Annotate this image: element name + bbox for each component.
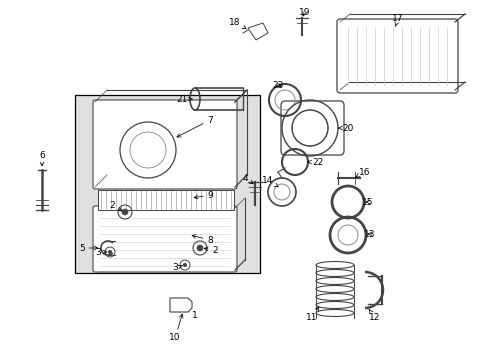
Circle shape [122, 209, 128, 215]
Bar [75, 95, 260, 273]
Text: 20: 20 [337, 123, 353, 132]
Text: 9: 9 [194, 190, 212, 199]
Text: 1: 1 [192, 310, 198, 320]
FancyBboxPatch shape [336, 19, 457, 93]
Text: 8: 8 [192, 235, 212, 244]
Bar [98, 190, 234, 210]
Text: 4: 4 [242, 174, 253, 184]
FancyBboxPatch shape [93, 100, 237, 189]
FancyBboxPatch shape [281, 101, 343, 155]
Text: 11: 11 [305, 307, 318, 323]
Text: 18: 18 [229, 18, 245, 29]
Text: 12: 12 [368, 310, 380, 323]
Text: 2: 2 [109, 201, 122, 211]
Text: 16: 16 [354, 167, 370, 177]
Circle shape [197, 245, 203, 251]
Circle shape [183, 263, 186, 267]
Text: 6: 6 [39, 150, 45, 166]
Text: 7: 7 [177, 116, 212, 137]
Text: 3: 3 [95, 248, 106, 257]
Circle shape [108, 250, 112, 254]
Text: 13: 13 [364, 230, 375, 239]
Text: 10: 10 [169, 314, 183, 342]
Text: 2: 2 [204, 246, 217, 255]
Text: 23: 23 [272, 81, 283, 90]
Text: 17: 17 [391, 14, 403, 27]
Text: 21: 21 [176, 95, 192, 104]
Text: 14: 14 [262, 176, 278, 187]
Text: 22: 22 [307, 158, 323, 166]
Text: 15: 15 [362, 198, 373, 207]
Text: 3: 3 [172, 264, 182, 273]
FancyBboxPatch shape [93, 206, 237, 272]
Text: 19: 19 [299, 8, 310, 17]
Text: 5: 5 [79, 243, 98, 252]
